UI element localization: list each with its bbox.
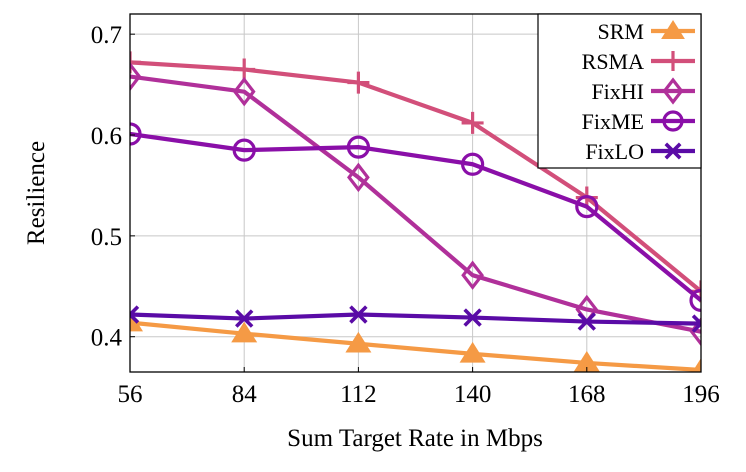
data-point-fixme: [575, 195, 599, 219]
series-fixme: [130, 122, 701, 312]
y-tick-label: 0.4: [91, 325, 123, 352]
data-point-fixhi: [461, 260, 484, 290]
data-point-fixlo: [577, 312, 596, 331]
legend-label: SRM: [598, 19, 644, 44]
data-point-srm: [345, 331, 372, 353]
y-axis-label: Resilience: [23, 141, 50, 245]
legend-label: FixME: [582, 109, 644, 134]
data-point-fixlo: [691, 314, 701, 333]
data-point-fixlo: [349, 305, 368, 324]
data-point-fixme: [346, 135, 370, 159]
data-point-fixhi: [347, 162, 370, 193]
data-point-fixlo: [463, 308, 482, 327]
data-point-rsma: [461, 111, 484, 134]
data-point-rsma: [233, 58, 256, 81]
x-tick-label: 84: [232, 381, 258, 408]
legend-label: RSMA: [582, 49, 644, 74]
legend-marker: [662, 77, 684, 105]
data-point-srm: [459, 341, 486, 363]
data-point-fixme: [689, 288, 701, 312]
legend-marker: [663, 51, 683, 71]
x-tick-label: 196: [682, 381, 720, 408]
data-point-srm: [692, 358, 701, 372]
series-layer: [130, 51, 701, 372]
legend: SRM RSMA FixHI FixME FixLO: [537, 13, 702, 169]
legend-label: FixLO: [585, 139, 644, 164]
legend-marker: [661, 20, 685, 39]
data-point-fixme: [461, 152, 485, 176]
y-axis-ticks: 0.4 0.5 0.6 0.7: [91, 22, 135, 352]
series-line-srm: [130, 320, 701, 372]
series-line-fixme: [130, 131, 701, 303]
data-point-fixhi: [232, 76, 256, 107]
legend-marker: [664, 142, 682, 160]
plot-frame: [129, 13, 702, 373]
y-tick-label: 0.7: [91, 22, 122, 49]
series-line-fixhi: [130, 74, 701, 334]
data-point-rsma: [347, 71, 370, 94]
data-point-fixme: [130, 122, 142, 146]
y-tick-label: 0.6: [91, 123, 122, 150]
x-tick-label: 140: [454, 381, 492, 408]
y-tick-label: 0.5: [91, 224, 122, 251]
data-point-fixlo: [130, 305, 140, 324]
series-line-fixlo: [130, 312, 701, 326]
data-point-fixme: [232, 138, 256, 162]
x-tick-label: 112: [340, 381, 377, 408]
data-point-rsma: [690, 280, 701, 303]
x-axis-label: Sum Target Rate in Mbps: [287, 425, 543, 452]
series-fixlo: [130, 305, 701, 333]
x-tick-label: 168: [568, 381, 606, 408]
x-tick-label: 56: [118, 381, 143, 408]
x-axis-ticks: 56 84 112 140 168 196: [118, 367, 720, 408]
data-point-rsma: [130, 51, 141, 74]
data-point-srm: [231, 321, 258, 343]
legend-label: FixHI: [591, 79, 644, 104]
series-line-rsma: [130, 60, 701, 293]
series-rsma: [130, 51, 701, 303]
data-point-fixhi: [130, 61, 142, 92]
data-point-fixlo: [235, 309, 254, 328]
legend-marker: [662, 110, 684, 132]
